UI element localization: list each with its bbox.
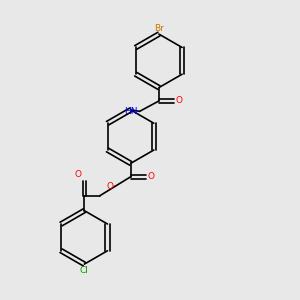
Text: Cl: Cl: [80, 266, 89, 274]
Text: O: O: [75, 170, 82, 179]
Text: O: O: [147, 172, 154, 181]
Text: HN: HN: [124, 107, 138, 116]
Text: O: O: [175, 97, 182, 106]
Text: Br: Br: [154, 24, 164, 33]
Text: O: O: [107, 182, 114, 191]
